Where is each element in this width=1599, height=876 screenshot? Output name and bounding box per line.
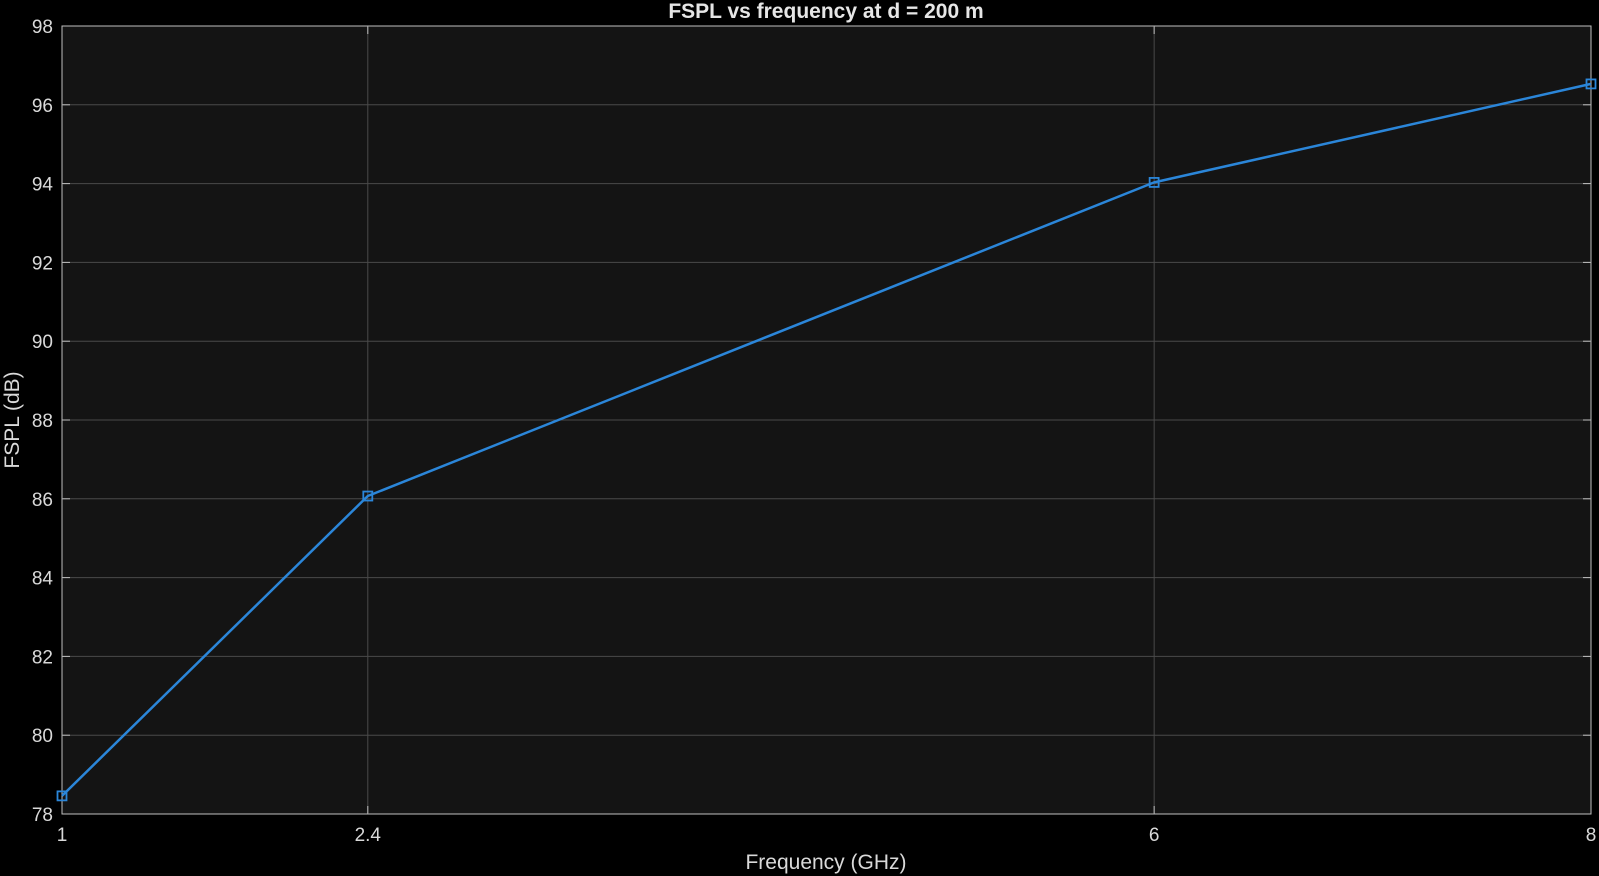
x-tick-label: 6 <box>1149 825 1160 846</box>
y-tick-label: 78 <box>32 805 53 826</box>
y-tick-label: 84 <box>32 569 54 590</box>
y-tick-label: 88 <box>32 411 53 432</box>
y-tick-label: 82 <box>32 647 53 668</box>
y-tick-label: 90 <box>32 332 53 353</box>
x-tick-label: 2.4 <box>355 825 382 846</box>
y-tick-label: 98 <box>32 17 53 38</box>
y-tick-label: 80 <box>32 726 53 747</box>
x-tick-label: 1 <box>57 825 68 846</box>
grid-lines <box>62 26 1591 814</box>
data-point-marker <box>1585 78 1597 90</box>
data-point-marker <box>56 790 68 802</box>
y-axis-ticks: 78 80 82 84 86 88 90 92 94 96 98 <box>32 17 1591 826</box>
series-line <box>61 82 1592 797</box>
x-axis-label: Frequency (GHz) <box>745 851 906 874</box>
y-tick-label: 96 <box>32 96 53 117</box>
chart-title: FSPL vs frequency at d = 200 m <box>668 0 983 23</box>
y-tick-label: 86 <box>32 490 53 511</box>
y-tick-label: 92 <box>32 253 53 274</box>
data-point-marker <box>1148 177 1160 188</box>
data-point-marker <box>362 490 374 502</box>
x-axis-ticks: 1 2.4 6 8 <box>57 26 1597 846</box>
x-tick-label: 8 <box>1586 825 1597 846</box>
y-axis-label: FSPL (dB) <box>1 371 24 468</box>
y-tick-label: 94 <box>32 175 54 196</box>
series-layer <box>56 78 1597 802</box>
